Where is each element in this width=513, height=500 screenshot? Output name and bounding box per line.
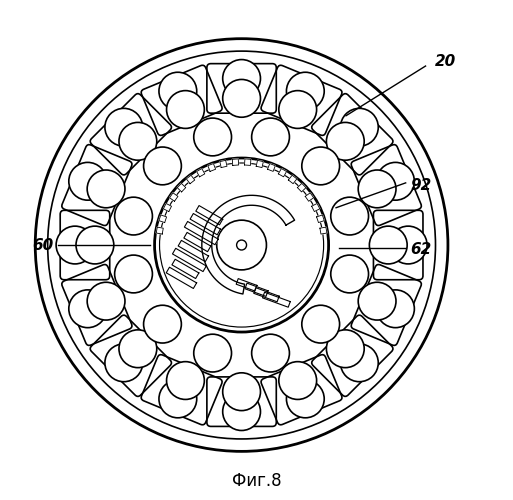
Polygon shape: [263, 292, 290, 307]
Polygon shape: [317, 215, 324, 222]
Circle shape: [159, 72, 196, 110]
Polygon shape: [159, 215, 167, 222]
Circle shape: [119, 122, 157, 160]
Circle shape: [223, 392, 261, 430]
Polygon shape: [268, 164, 275, 172]
Circle shape: [358, 282, 396, 320]
Text: 60: 60: [32, 238, 53, 252]
Polygon shape: [190, 214, 221, 235]
Circle shape: [144, 147, 182, 185]
Polygon shape: [256, 160, 263, 168]
Polygon shape: [177, 184, 186, 192]
Circle shape: [302, 147, 340, 185]
Circle shape: [216, 220, 266, 270]
Polygon shape: [236, 278, 257, 291]
Circle shape: [223, 60, 261, 98]
Polygon shape: [196, 168, 205, 177]
Circle shape: [326, 122, 364, 160]
Circle shape: [223, 373, 261, 410]
Circle shape: [369, 226, 407, 264]
Text: 92: 92: [410, 178, 431, 193]
Circle shape: [286, 72, 324, 110]
Circle shape: [286, 380, 324, 418]
Circle shape: [119, 330, 157, 368]
Polygon shape: [196, 206, 223, 225]
Polygon shape: [298, 184, 306, 192]
Polygon shape: [305, 193, 313, 201]
Circle shape: [105, 344, 143, 382]
Polygon shape: [169, 193, 178, 201]
Circle shape: [87, 170, 125, 208]
Polygon shape: [166, 267, 196, 288]
Polygon shape: [232, 159, 239, 166]
Circle shape: [69, 290, 107, 328]
Polygon shape: [245, 283, 268, 296]
Polygon shape: [163, 204, 171, 212]
Polygon shape: [279, 168, 287, 177]
Polygon shape: [172, 260, 199, 278]
Circle shape: [87, 282, 125, 320]
Polygon shape: [245, 159, 251, 166]
Circle shape: [154, 158, 329, 332]
Circle shape: [167, 362, 204, 400]
Circle shape: [114, 197, 152, 235]
Circle shape: [236, 240, 247, 250]
Circle shape: [69, 162, 107, 200]
Polygon shape: [254, 288, 279, 302]
Polygon shape: [186, 175, 195, 184]
Circle shape: [377, 162, 415, 200]
Polygon shape: [320, 227, 327, 234]
Circle shape: [331, 197, 368, 235]
Circle shape: [279, 90, 317, 128]
Circle shape: [341, 108, 378, 146]
Circle shape: [252, 334, 289, 372]
Circle shape: [302, 305, 340, 343]
Circle shape: [194, 118, 231, 156]
Circle shape: [358, 170, 396, 208]
Circle shape: [144, 305, 182, 343]
Polygon shape: [172, 248, 206, 272]
Polygon shape: [184, 232, 211, 252]
Circle shape: [279, 362, 317, 400]
Polygon shape: [178, 240, 208, 262]
Text: 62: 62: [410, 242, 431, 258]
Circle shape: [105, 108, 143, 146]
Polygon shape: [288, 175, 297, 184]
Text: Фиг.8: Фиг.8: [232, 472, 281, 490]
Circle shape: [167, 90, 204, 128]
Polygon shape: [220, 160, 227, 168]
Circle shape: [341, 344, 378, 382]
Circle shape: [389, 226, 427, 264]
Polygon shape: [208, 164, 215, 172]
Circle shape: [159, 380, 196, 418]
Circle shape: [377, 290, 415, 328]
Polygon shape: [202, 196, 294, 294]
Circle shape: [194, 334, 231, 372]
Circle shape: [326, 330, 364, 368]
Circle shape: [114, 255, 152, 293]
Circle shape: [252, 118, 289, 156]
Polygon shape: [184, 222, 218, 244]
Circle shape: [331, 255, 368, 293]
Circle shape: [56, 226, 94, 264]
Circle shape: [76, 226, 114, 264]
Polygon shape: [156, 227, 163, 234]
Circle shape: [223, 80, 261, 117]
Text: 20: 20: [435, 54, 456, 68]
Polygon shape: [312, 204, 320, 212]
